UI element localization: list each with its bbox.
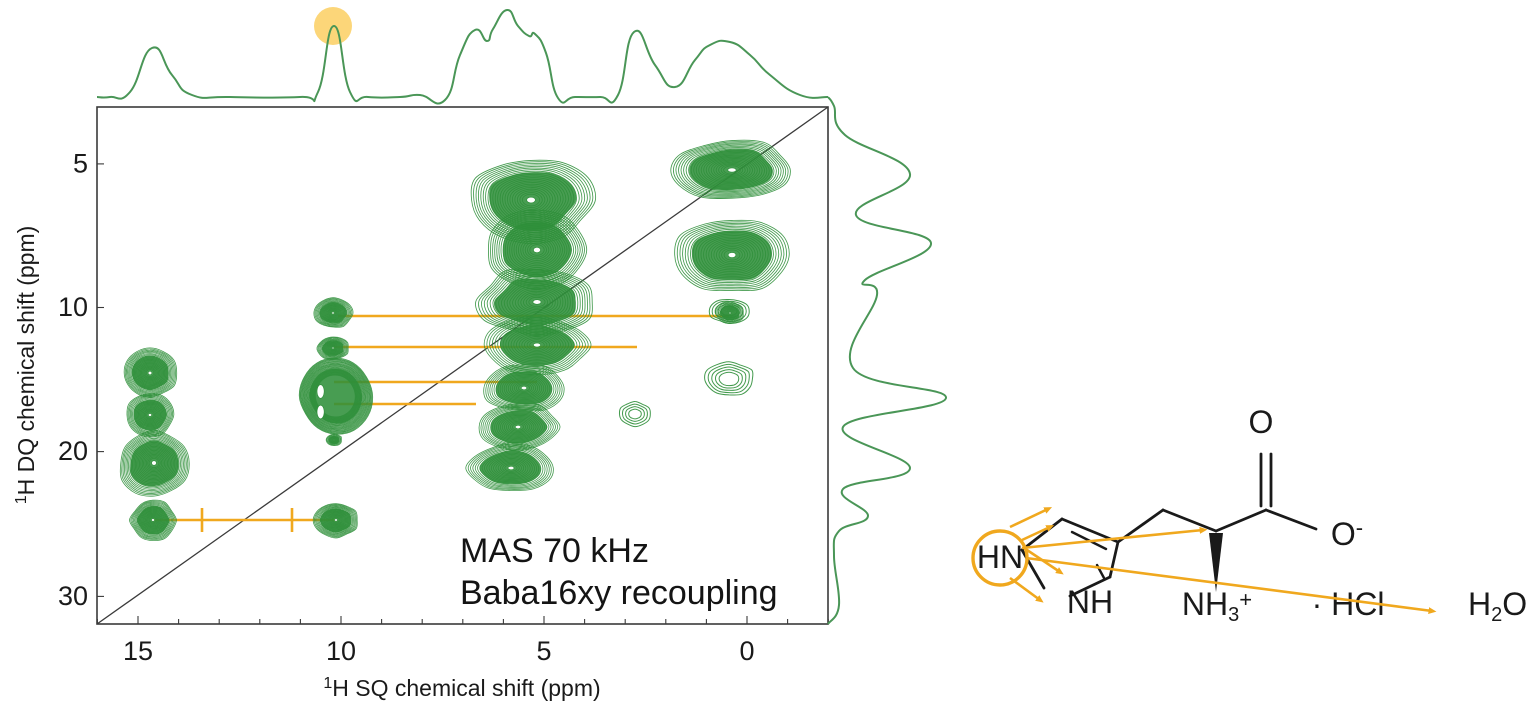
svg-text:0: 0 bbox=[739, 636, 754, 666]
svg-text:O: O bbox=[1249, 404, 1274, 440]
svg-text:20: 20 bbox=[58, 436, 88, 466]
svg-text:H2O: H2O bbox=[1468, 586, 1527, 626]
svg-text:15: 15 bbox=[123, 636, 153, 666]
svg-text:HN: HN bbox=[977, 539, 1023, 575]
svg-text:1H DQ chemical shift (ppm): 1H DQ chemical shift (ppm) bbox=[13, 226, 39, 505]
svg-text:O-: O- bbox=[1331, 515, 1363, 552]
svg-text:10: 10 bbox=[326, 636, 356, 666]
svg-text:1H SQ chemical shift (ppm): 1H SQ chemical shift (ppm) bbox=[323, 675, 600, 701]
svg-text:5: 5 bbox=[536, 636, 551, 666]
svg-text:30: 30 bbox=[58, 581, 88, 611]
svg-text:Baba16xy recoupling: Baba16xy recoupling bbox=[460, 574, 778, 612]
svg-text:MAS 70 kHz: MAS 70 kHz bbox=[460, 532, 649, 570]
svg-text:NH: NH bbox=[1067, 584, 1113, 620]
svg-text:10: 10 bbox=[58, 292, 88, 322]
svg-text:NH3+: NH3+ bbox=[1182, 586, 1252, 626]
svg-text:5: 5 bbox=[73, 149, 88, 179]
